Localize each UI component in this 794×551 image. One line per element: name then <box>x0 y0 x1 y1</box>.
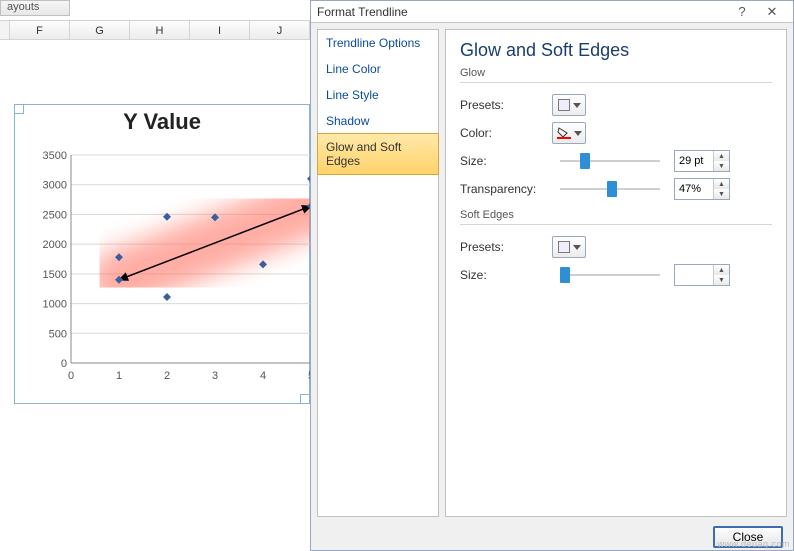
spin-up-icon[interactable]: ▲ <box>714 265 729 275</box>
chart-resize-handle[interactable] <box>14 104 24 114</box>
close-icon[interactable]: ✕ <box>757 4 787 20</box>
svg-text:0: 0 <box>61 358 67 370</box>
glow-legend: Glow <box>460 67 772 79</box>
svg-text:0: 0 <box>68 370 74 382</box>
softedges-size-label: Size: <box>460 268 552 282</box>
color-label: Color: <box>460 126 552 140</box>
preset-swatch-icon <box>558 241 570 253</box>
panel-heading: Glow and Soft Edges <box>460 40 772 61</box>
svg-text:2000: 2000 <box>43 239 67 251</box>
dialog-titlebar[interactable]: Format Trendline ? ✕ <box>311 1 793 23</box>
spin-up-icon[interactable]: ▲ <box>714 179 729 189</box>
select-all-corner[interactable] <box>0 21 10 39</box>
glow-transparency-slider[interactable] <box>560 180 660 198</box>
column-header[interactable]: J <box>250 21 310 39</box>
dialog-title: Format Trendline <box>317 5 727 19</box>
dialog-panel: Glow and Soft Edges Glow Presets: Color:… <box>445 29 787 517</box>
spin-down-icon[interactable]: ▼ <box>714 275 729 285</box>
softedges-size-slider[interactable] <box>560 266 660 284</box>
watermark: www.deuaq.com <box>717 539 790 549</box>
chart-resize-handle[interactable] <box>300 394 310 404</box>
divider <box>460 82 772 83</box>
svg-text:4: 4 <box>260 370 266 382</box>
divider <box>460 224 772 225</box>
preset-swatch-icon <box>558 99 570 111</box>
nav-item-line-color[interactable]: Line Color <box>318 56 438 82</box>
glow-presets-dropdown[interactable] <box>552 94 586 116</box>
chevron-down-icon <box>574 131 582 136</box>
nav-item-shadow[interactable]: Shadow <box>318 108 438 134</box>
column-header[interactable]: G <box>70 21 130 39</box>
spin-up-icon[interactable]: ▲ <box>714 151 729 161</box>
svg-text:3500: 3500 <box>43 150 67 162</box>
column-header[interactable]: F <box>10 21 70 39</box>
ribbon-group-label: ayouts <box>0 0 70 16</box>
column-header[interactable]: H <box>130 21 190 39</box>
format-trendline-dialog: Format Trendline ? ✕ Trendline OptionsLi… <box>310 0 794 551</box>
svg-text:1000: 1000 <box>43 299 67 311</box>
glow-size-spinner[interactable]: ▲▼ <box>674 150 730 172</box>
svg-text:3: 3 <box>212 370 218 382</box>
nav-item-glow-and-soft-edges[interactable]: Glow and Soft Edges <box>317 133 439 175</box>
worksheet[interactable]: F G H I J Y Value 0500100015002000250030… <box>0 20 310 551</box>
spin-down-icon[interactable]: ▼ <box>714 189 729 199</box>
nav-item-trendline-options[interactable]: Trendline Options <box>318 30 438 56</box>
chart-object[interactable]: Y Value 0 500 1000 1500 2000 2500 3000 3500 0 1 2 3… <box>14 104 310 404</box>
svg-text:500: 500 <box>49 328 67 340</box>
svg-text:3000: 3000 <box>43 180 67 192</box>
presets-label: Presets: <box>460 98 552 112</box>
softedges-presets-dropdown[interactable] <box>552 236 586 258</box>
plot-area[interactable]: 0500100015002000250030003500012345 <box>37 149 315 385</box>
softedges-size-input[interactable] <box>675 265 713 285</box>
svg-text:1: 1 <box>116 370 122 382</box>
svg-text:2: 2 <box>164 370 170 382</box>
dialog-nav: Trendline OptionsLine ColorLine StyleSha… <box>317 29 439 517</box>
glow-transparency-input[interactable] <box>675 179 713 199</box>
glow-transparency-spinner[interactable]: ▲▼ <box>674 178 730 200</box>
transparency-label: Transparency: <box>460 182 552 196</box>
glow-color-dropdown[interactable] <box>552 122 586 144</box>
chevron-down-icon <box>573 245 581 250</box>
column-header[interactable]: I <box>190 21 250 39</box>
paint-bucket-icon <box>557 127 571 139</box>
glow-size-input[interactable] <box>675 151 713 171</box>
chart-title[interactable]: Y Value <box>15 109 309 135</box>
softedges-presets-label: Presets: <box>460 240 552 254</box>
glow-size-slider[interactable] <box>560 152 660 170</box>
softedges-legend: Soft Edges <box>460 209 772 221</box>
chevron-down-icon <box>573 103 581 108</box>
svg-text:2500: 2500 <box>43 209 67 221</box>
help-button[interactable]: ? <box>727 4 757 19</box>
softedges-size-spinner[interactable]: ▲▼ <box>674 264 730 286</box>
spin-down-icon[interactable]: ▼ <box>714 161 729 171</box>
nav-item-line-style[interactable]: Line Style <box>318 82 438 108</box>
svg-text:1500: 1500 <box>43 269 67 281</box>
size-label: Size: <box>460 154 552 168</box>
